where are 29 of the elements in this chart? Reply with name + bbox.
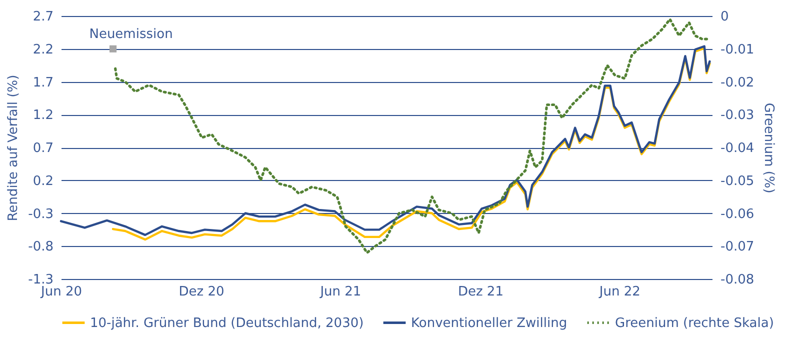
y-tick-label: 1.7 [32,75,54,90]
y2-tick-label: -0.02 [720,75,754,90]
y2-tick-label: -0.05 [720,174,754,189]
y2-tick-label: -0.03 [720,108,754,124]
y-axis-title: Rendite auf Verfall (%) [6,74,22,222]
y-tick-label: -1.3 [28,272,54,288]
y-tick-label: 0.7 [32,141,54,156]
y2-tick-label: -0.01 [720,42,754,58]
legend-label: Greenium (rechte Skala) [615,316,774,331]
x-tick-label: Dez 21 [458,284,504,300]
annotation: Neuemission [89,26,173,42]
y-tick-label: 1.2 [32,108,54,124]
legend-label: Konventioneller Zwilling [411,316,568,331]
y-tick-label: -0.8 [28,240,54,255]
x-tick-label: Dez 20 [178,284,224,300]
y2-tick-label: -0.06 [720,206,754,222]
x-tick-label: Jun 20 [40,284,82,300]
y2-axis-title: Greenium (%) [761,102,776,194]
y-tick-label: 0.2 [32,174,54,189]
x-tick-label: Jun 21 [319,284,362,300]
legend-label: 10-jähr. Grüner Bund (Deutschland, 2030) [90,316,364,331]
y-tick-label: 2.2 [32,42,54,58]
y-tick-label: -0.3 [28,206,54,222]
y2-tick-label: 0 [720,10,729,24]
y2-tick-label: -0.07 [720,240,754,255]
y2-tick-label: -0.08 [720,272,754,288]
y-tick-label: 2.7 [32,10,54,24]
y2-tick-label: -0.04 [720,141,754,156]
x-tick-label: Jun 22 [598,284,640,300]
